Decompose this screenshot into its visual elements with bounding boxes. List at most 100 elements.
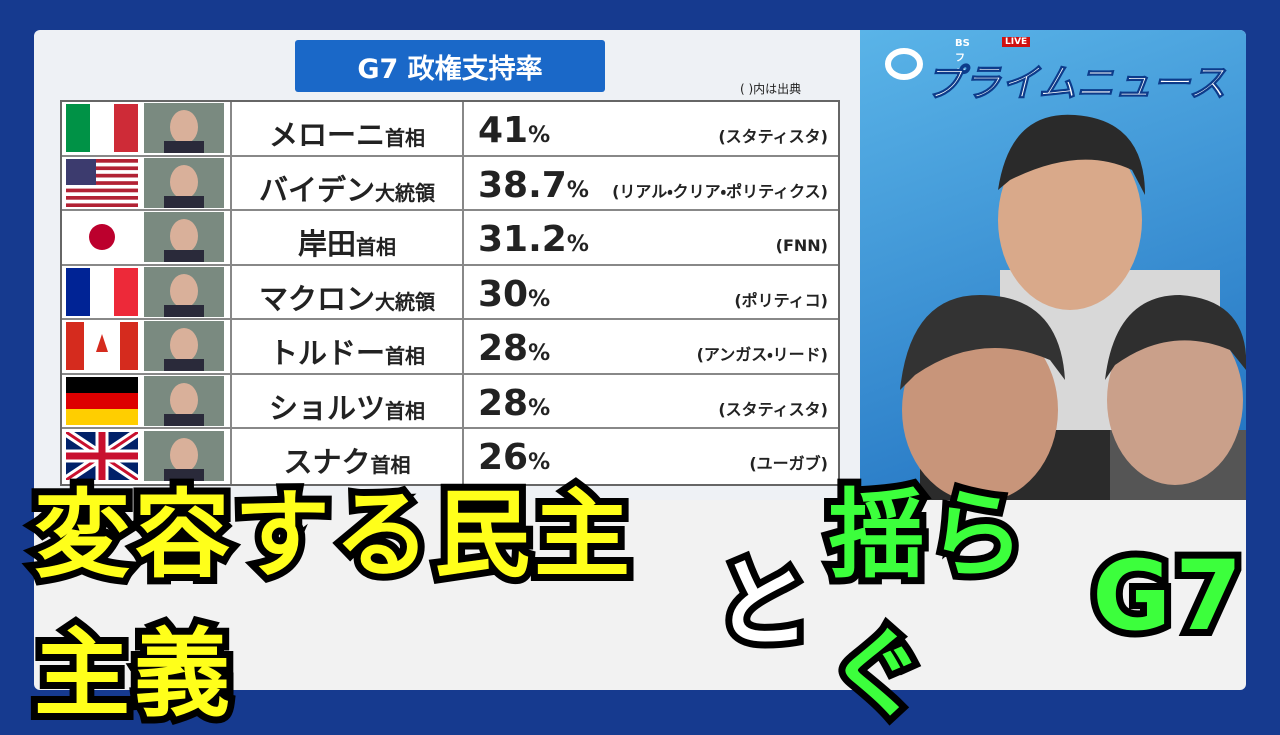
- leader-name: メローニ 首相: [232, 102, 464, 155]
- source: (アンガス・リード): [696, 345, 828, 364]
- program-name: プライムニュース: [924, 61, 1227, 106]
- source: (FNN): [775, 236, 828, 255]
- leader-image: [62, 265, 232, 318]
- flag: [66, 432, 138, 481]
- approval-unit: %: [566, 177, 589, 203]
- approval-unit: %: [528, 450, 551, 475]
- role: 首相: [385, 344, 425, 368]
- head: [1107, 315, 1243, 485]
- leader-name: トルドー 首相: [232, 320, 464, 373]
- leader-name: スナク 首相: [232, 429, 464, 484]
- logo-mark: [885, 48, 923, 80]
- leader-image: [62, 320, 232, 373]
- leader-name: ショルツ 首相: [232, 374, 464, 427]
- hair: [1105, 295, 1246, 380]
- headline-band: [34, 500, 1246, 690]
- source: (スタティスタ): [718, 127, 828, 146]
- leader-image: [62, 211, 232, 264]
- headline-text: G7: [1085, 533, 1249, 659]
- leader-image: [62, 156, 232, 209]
- portrait: [144, 103, 224, 154]
- approval: 38.7% (リアル・クリア・ポリティクス): [464, 157, 838, 210]
- portrait: [144, 321, 224, 372]
- flag: [66, 322, 138, 371]
- source: (スタティスタ): [718, 399, 828, 419]
- name: トルドー: [268, 336, 385, 370]
- role: 大統領: [375, 180, 435, 205]
- head: [902, 318, 1058, 500]
- name: スナク: [283, 445, 371, 479]
- portrait: [144, 375, 224, 426]
- flag: [66, 267, 138, 316]
- flag: [66, 158, 138, 207]
- name: ショルツ: [268, 390, 385, 425]
- source: (リアル・クリア・ポリティクス): [612, 181, 828, 201]
- approval-value: 30: [478, 273, 529, 315]
- flag: [66, 376, 138, 425]
- approval-value: 26: [478, 437, 529, 478]
- role: 首相: [370, 453, 411, 477]
- channel: BSフジ: [955, 38, 970, 79]
- studio-image: [860, 30, 1246, 500]
- portrait: [144, 266, 224, 317]
- head: [998, 130, 1142, 310]
- approval-value: 28: [478, 328, 529, 369]
- portrait: [144, 431, 224, 482]
- approval-value: 28: [478, 382, 529, 424]
- headline-text: と: [707, 541, 817, 667]
- table-row: スナク 首相 26% (ユーガブ): [62, 429, 838, 484]
- source: (ユーガブ): [749, 454, 828, 473]
- role: 大統領: [375, 289, 435, 314]
- leader-image: [62, 102, 232, 155]
- flag: [66, 213, 138, 262]
- approval-unit: %: [528, 395, 551, 421]
- approval: 41% (スタティスタ): [464, 102, 838, 155]
- table-row: マクロン 大統領 30% (ポリティコ): [62, 265, 838, 320]
- leader-image: [62, 374, 232, 427]
- name: バイデン: [258, 172, 375, 207]
- headline-text: 変容する民主主義: [27, 472, 637, 735]
- leader-name: マクロン 大統領: [232, 265, 464, 318]
- people: [900, 114, 1246, 500]
- live-badge: LIVE: [1002, 37, 1031, 47]
- role: 首相: [385, 398, 425, 423]
- table-row: 岸田 首相 31.2% (FNN): [62, 211, 838, 266]
- leader-name: バイデン 大統領: [232, 156, 464, 209]
- approval-unit: %: [566, 232, 589, 257]
- name: 岸田: [297, 227, 356, 261]
- portrait: [144, 157, 224, 208]
- leader-name: 岸田 首相: [232, 211, 464, 264]
- name: メローニ: [268, 118, 385, 152]
- approval-unit: %: [528, 341, 551, 366]
- hair: [998, 114, 1145, 195]
- headline-text: 揺らぐ: [821, 472, 1031, 735]
- table-title: G7 政権支持率: [295, 40, 605, 92]
- headline: 変容する民主主義と揺らぐ G7: [27, 472, 1249, 735]
- name: マクロン: [258, 281, 375, 316]
- body: BSフジ LIVE プライムニュース G7 政権支持率 ( )内は出典 メローニ…: [26, 30, 1249, 735]
- table-row: ショルツ 首相 28% (スタティスタ): [62, 374, 838, 429]
- approval: 30% (ポリティコ): [464, 266, 838, 319]
- role: 首相: [356, 235, 396, 259]
- table: メローニ 首相 41% (スタティスタ) バイデン 大統領 38.7% (リアル・クリア・ポリ…: [60, 100, 840, 486]
- table-row: メローニ 首相 41% (スタティスタ): [62, 102, 838, 157]
- logo: BSフジ LIVE プライムニュース: [880, 36, 1227, 106]
- approval-value: 38.7: [478, 164, 567, 206]
- leader-image: [62, 429, 232, 484]
- portrait: [144, 212, 224, 263]
- source: (ポリティコ): [734, 290, 828, 310]
- table-row: トルドー 首相 28% (アンガス・リード): [62, 320, 838, 375]
- role: 首相: [385, 126, 425, 150]
- table-row: バイデン 大統領 38.7% (リアル・クリア・ポリティクス): [62, 156, 838, 211]
- approval: 26% (ユーガブ): [464, 429, 838, 484]
- approval-value: 31.2: [478, 219, 567, 260]
- approval: 28% (スタティスタ): [464, 375, 838, 428]
- approval-unit: %: [528, 286, 551, 312]
- flag: [66, 104, 138, 153]
- approval: 28% (アンガス・リード): [464, 320, 838, 373]
- approval: 31.2% (FNN): [464, 211, 838, 264]
- approval-value: 41: [478, 110, 529, 151]
- approval-unit: %: [528, 123, 551, 148]
- hair: [900, 295, 1065, 390]
- page: {"logo":{"channel":"BSフジ","live":"LIVE",…: [26, 30, 1249, 735]
